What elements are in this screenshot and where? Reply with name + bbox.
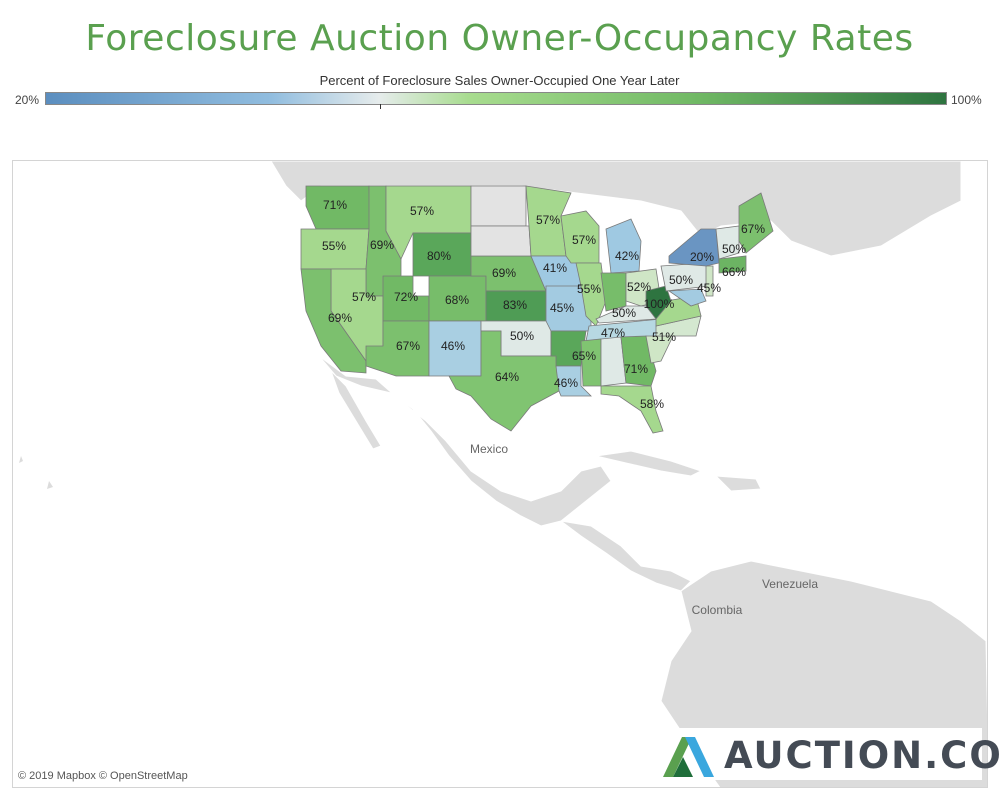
label-indiana: 52% [627,280,651,294]
label-wyoming: 80% [427,249,451,263]
map-title: Foreclosure Auction Owner-Occupancy Rate… [85,18,914,59]
state-north-dakota[interactable] [470,185,527,227]
map-view[interactable]: 71% 55% 69% 57% 80% 57% 72% 68% 69% 67% … [12,160,988,788]
state-south-dakota[interactable] [470,225,532,257]
state-california[interactable] [300,268,367,374]
label-nevada: 57% [352,290,376,304]
state-vermont[interactable] [715,225,740,260]
hispaniola-land [714,475,762,492]
legend-max-label: 100% [951,93,982,107]
label-california: 69% [328,311,352,325]
label-north-carolina: 51% [652,330,676,344]
label-maryland: 45% [697,281,721,295]
label-nebraska: 69% [492,266,516,280]
label-missouri: 45% [550,301,574,315]
state-florida[interactable] [600,385,664,434]
legend-min-label: 20% [15,93,40,107]
state-maine[interactable] [738,192,774,254]
label-texas: 64% [495,370,519,384]
label-mexico: Mexico [470,442,508,456]
label-illinois: 55% [577,282,601,296]
label-tennessee: 47% [601,326,625,340]
map-attribution[interactable]: © 2019 Mapbox © OpenStreetMap [18,770,188,782]
state-louisiana[interactable] [555,365,592,397]
label-venezuela: Venezuela [762,577,818,591]
label-colombia: Colombia [692,603,743,617]
mexico-land [318,355,612,527]
state-massachusetts[interactable] [718,255,747,274]
label-new-york: 20% [690,250,714,264]
auction-logo-icon [663,737,714,777]
label-arizona: 67% [396,339,420,353]
choropleth-map[interactable]: 71% 55% 69% 57% 80% 57% 72% 68% 69% 67% … [13,161,988,788]
legend-title: Percent of Foreclosure Sales Owner-Occup… [319,73,680,88]
label-kentucky: 50% [612,306,636,320]
label-montana: 57% [410,204,434,218]
label-idaho: 69% [370,238,394,252]
color-legend-bar [45,92,947,105]
label-utah: 72% [394,290,418,304]
pacific-islands-land [19,456,53,489]
label-oregon: 55% [322,239,346,253]
label-new-jersey: 66% [722,265,746,279]
central-america-land [560,520,692,592]
baja-land [330,370,382,450]
label-florida: 58% [640,397,664,411]
state-georgia[interactable] [620,335,657,387]
label-oklahoma: 50% [510,329,534,343]
label-ohio: 50% [669,273,693,287]
state-new-jersey[interactable] [705,265,714,297]
label-iowa: 41% [543,261,567,275]
label-georgia: 71% [624,362,648,376]
label-new-mexico: 46% [441,339,465,353]
state-michigan[interactable] [605,218,642,274]
label-vermont: 50% [722,242,746,256]
label-colorado: 68% [445,293,469,307]
label-wisconsin: 57% [572,233,596,247]
state-maryland[interactable] [667,288,707,307]
label-kansas: 83% [503,298,527,312]
legend-tick [380,104,381,109]
label-mississippi: 65% [572,349,596,363]
label-louisiana: 46% [554,376,578,390]
label-washington: 71% [323,198,347,212]
label-maine: 67% [741,222,765,236]
label-michigan: 42% [615,249,639,263]
state-west-virginia[interactable] [645,285,672,320]
logo-wordmark: AUCTION.COM [724,734,999,777]
cuba-land [595,450,703,477]
label-west-virginia: 100% [644,297,675,311]
label-minnesota: 57% [536,213,560,227]
